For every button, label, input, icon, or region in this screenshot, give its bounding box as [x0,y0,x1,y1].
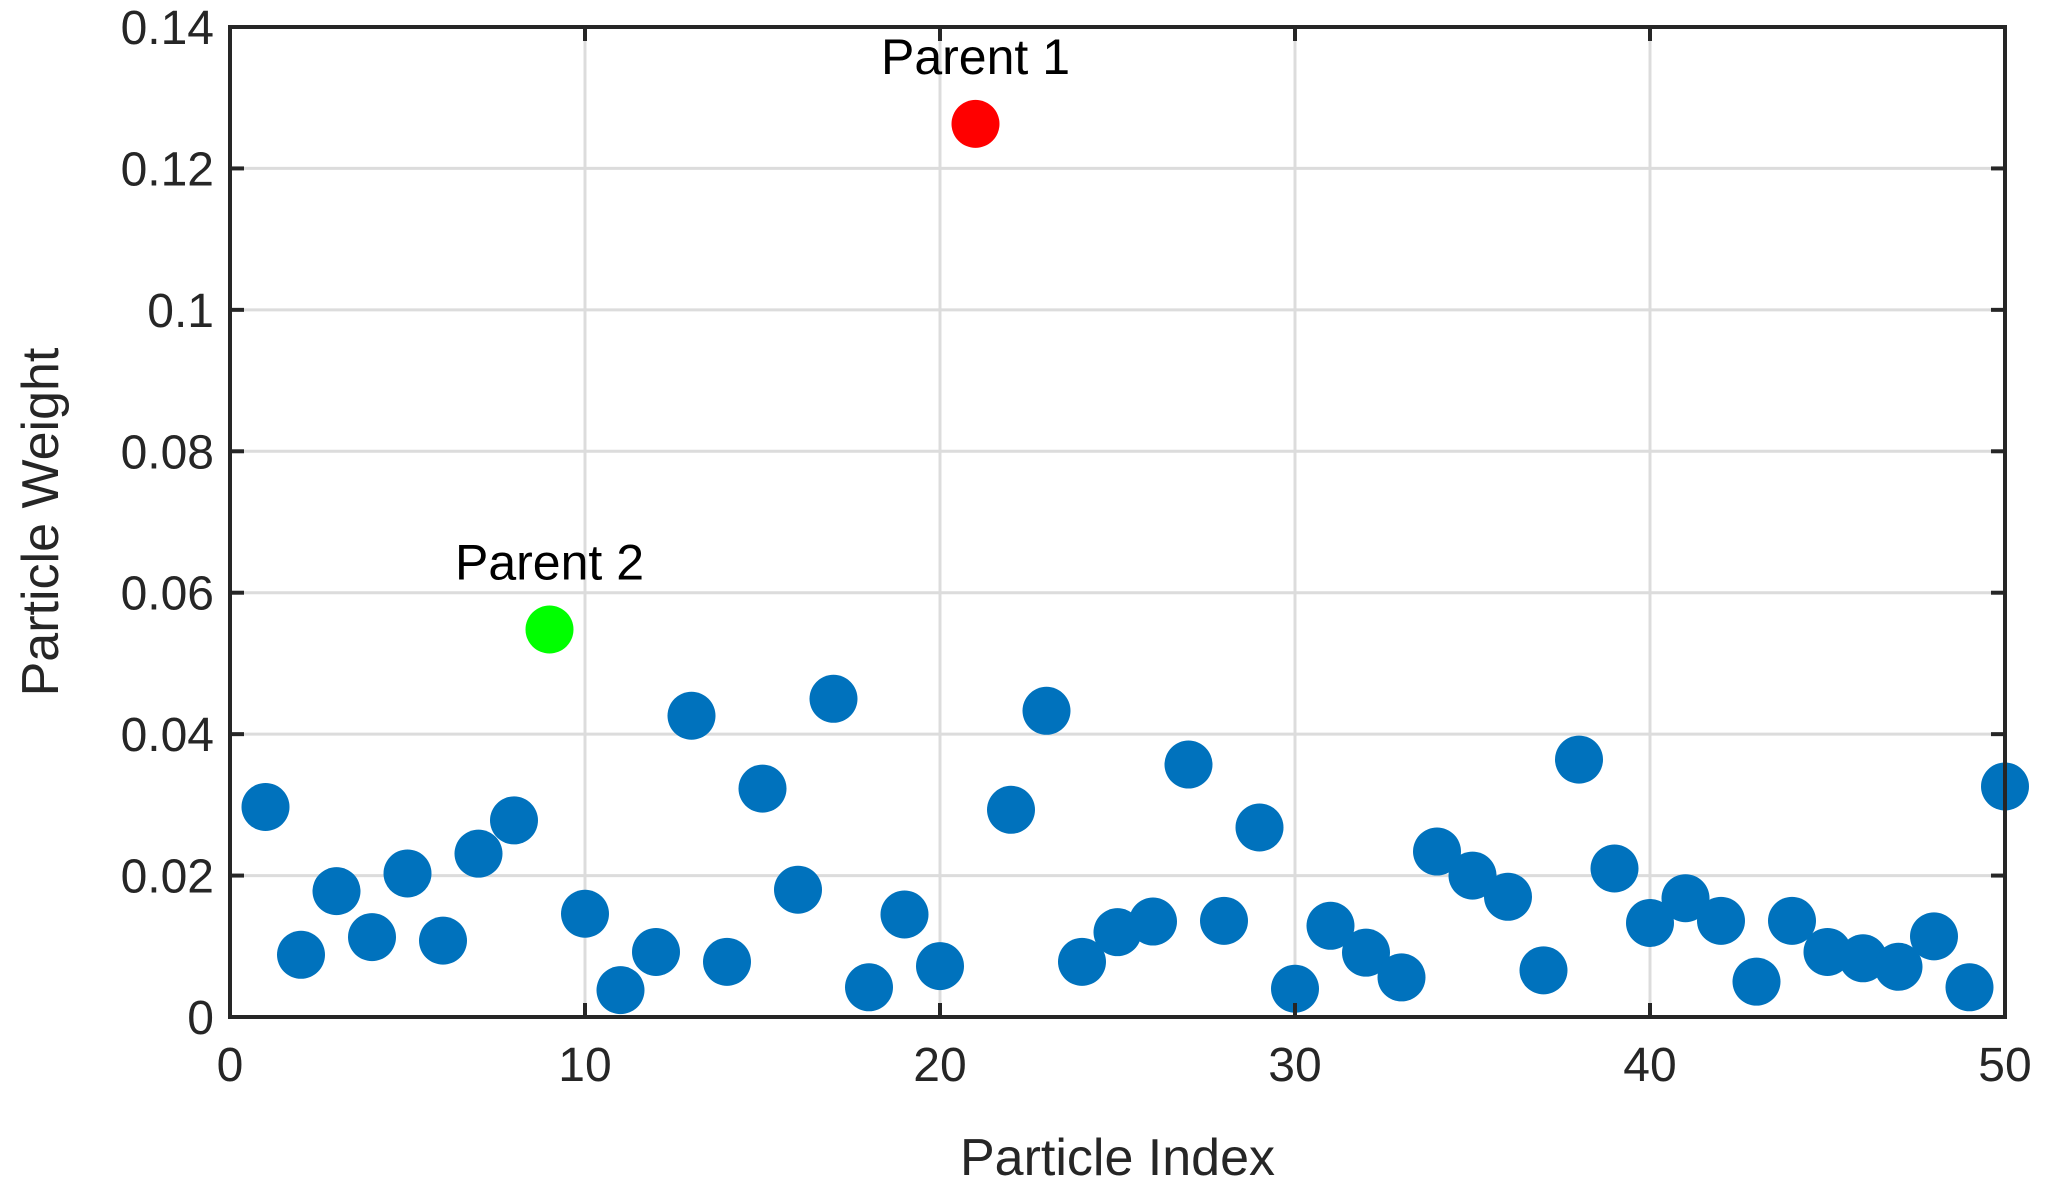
data-point [1413,827,1461,876]
data-point [845,963,893,1012]
data-point [596,966,645,1015]
data-point [1555,735,1603,784]
y-tick-label: 0.14 [121,2,214,55]
data-point [809,674,858,723]
data-point [880,890,929,939]
data-point [241,782,290,831]
data-point [1377,953,1426,1002]
data-point [454,829,503,878]
data-point [1164,740,1213,789]
data-point [1306,901,1355,950]
data-point [987,785,1035,834]
data-point [1342,928,1390,977]
data-point [916,942,964,991]
data-point [1697,896,1745,945]
data-point [1200,896,1248,945]
y-tick-label: 0.08 [121,426,214,479]
axes-frame [228,25,2007,1019]
x-tick-label: 10 [558,1039,611,1092]
data-point [348,913,396,962]
y-tick-label: 0.12 [121,143,214,196]
annotations: Parent 1 Parent 2 [455,29,1070,591]
data-point [1271,964,1319,1013]
x-tick-label: 0 [217,1039,244,1092]
grid-layer [230,27,2005,1017]
data-point [632,927,680,976]
data-point [1768,896,1816,945]
y-tick-label: 0.02 [121,851,214,904]
data-point [1484,872,1532,921]
points-layer [241,99,2029,1015]
data-point [1945,963,1994,1012]
data-point [383,849,432,898]
x-tick-label: 20 [913,1039,966,1092]
point-annotation: Parent 2 [455,534,644,590]
tick-labels: 0 10 20 30 40 50 0 0.02 0.04 0.06 0.08 0.1 0.12 0.14 [121,2,2032,1092]
data-point [1448,851,1497,900]
data-point [1590,844,1639,893]
data-point [703,937,751,986]
data-point [490,796,538,845]
data-point [419,916,467,965]
x-tick-label: 40 [1623,1039,1676,1092]
data-point [667,691,716,740]
data-point [1519,946,1568,995]
data-point [1022,686,1071,735]
point-annotation: Parent 1 [881,29,1070,85]
y-tick-label: 0.06 [121,568,214,621]
ticks-layer [228,25,2007,1019]
data-point [1910,912,1958,961]
data-point [312,867,361,916]
data-point [1235,803,1284,852]
x-tick-label: 50 [1978,1039,2031,1092]
y-tick-label: 0.04 [121,709,214,762]
y-tick-label: 0.1 [147,285,214,338]
x-tick-label: 30 [1268,1039,1321,1092]
data-point [774,865,822,914]
data-point [1626,898,1674,947]
data-point [1732,957,1781,1006]
x-axis-label: Particle Index [960,1129,1275,1187]
data-point [525,605,574,654]
data-point [738,764,787,813]
data-point [1661,874,1710,923]
data-point [1129,897,1177,946]
data-point [277,930,325,979]
y-tick-label: 0 [187,992,214,1045]
data-point [561,889,609,938]
data-point [951,99,1000,148]
data-point [1803,927,1852,976]
data-point [1058,937,1106,986]
data-point [1874,942,1923,991]
y-axis-label: Particle Weight [12,347,70,696]
